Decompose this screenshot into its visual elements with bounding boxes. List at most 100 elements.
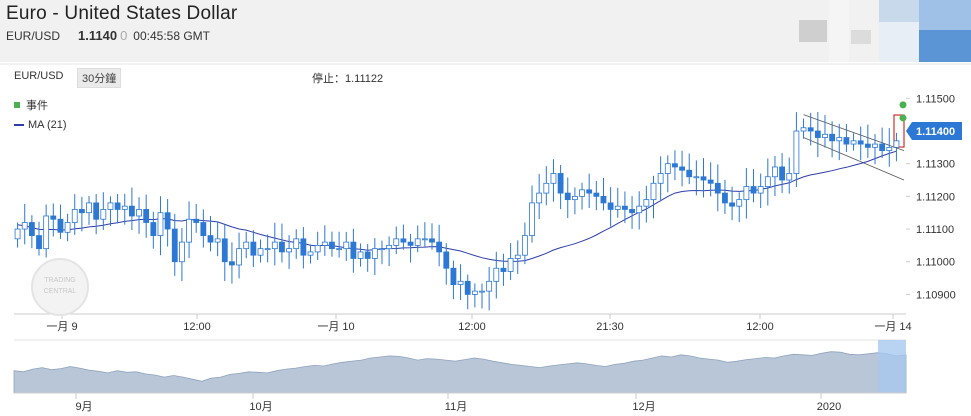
candle [186,218,192,243]
candle [464,280,471,295]
candle [229,261,235,266]
candle [600,195,607,204]
candle [543,182,550,194]
candle [743,186,750,201]
candle [400,238,407,243]
trend-channel-line [803,114,905,151]
candle [807,127,814,132]
candle [622,205,628,210]
candle [264,248,271,251]
candle [786,173,793,181]
candle [536,192,543,204]
candle [107,202,114,210]
candle [379,248,385,251]
candle [650,182,657,201]
candle [221,238,228,263]
candle [236,248,242,266]
y-tick-label: 1.11000 [916,257,955,269]
candle [521,235,528,256]
navigator-label: 10月 [249,401,272,413]
candle [836,137,843,142]
last-price-digit: 0 [120,28,128,43]
page-title: Euro - United States Dollar [6,3,238,24]
chart-symbol: EUR/USD [14,70,64,82]
navigator-label: 11月 [445,401,467,413]
candle [250,241,257,256]
candle [893,140,900,148]
quote-row: EUR/USD 1.1140 0 00:45:58 GMT [6,28,210,43]
candle [864,143,871,148]
candle [71,209,78,223]
candle [279,241,285,253]
candle [664,163,671,174]
candle [514,254,521,259]
candle [586,189,593,194]
candle [179,241,185,263]
trading-central-watermark: TRADING CENTRAL [31,258,89,316]
candle [28,222,35,236]
candle [850,140,857,145]
candle [50,215,57,220]
pair-symbol: EUR/USD [6,29,61,43]
navigator-window [878,340,906,393]
candle [822,133,828,138]
legend-item-ma[interactable]: MA (21) [14,115,67,135]
candle [471,290,478,295]
navigator-label: 9月 [75,401,92,413]
candle [371,248,378,259]
candle [386,244,393,250]
current-price-tag [906,122,962,141]
stop-level-label: 停止：1.11122 [312,73,384,85]
candle [643,199,650,207]
candle [872,143,878,148]
candle [336,248,343,251]
candle [343,241,350,250]
candle [321,241,328,246]
timeframe-selector[interactable]: 30分鐘 [77,68,122,88]
candle [21,222,28,230]
candle [293,238,300,250]
candle [414,238,421,246]
candle [679,166,685,171]
candle [457,280,464,285]
candle [814,130,821,138]
candle [729,202,735,207]
candle [157,212,164,236]
candle [193,218,200,223]
legend-item-events[interactable]: 事件 [14,95,67,115]
y-tick-label: 1.11100 [916,224,954,236]
candle [357,251,364,259]
candle [886,146,893,152]
candle [364,251,371,259]
candle [714,182,721,194]
candle [579,189,585,197]
candle [78,209,85,214]
candle [214,238,221,243]
candle [171,228,178,263]
candle [114,202,121,210]
candle [14,228,21,240]
x-tick-label: 21:30 [596,321,624,333]
x-tick-label: 一月 14 [874,321,911,333]
candle [407,241,414,246]
x-tick-label: 12:00 [458,321,486,333]
candle [750,186,757,194]
navigator-area [13,351,907,394]
candle [36,235,42,250]
candle [329,241,335,250]
candle [614,205,621,210]
ma-line [17,150,897,262]
candle [436,241,443,253]
header: Euro - United States Dollar EUR/USD 1.11… [0,0,971,62]
candle [700,176,707,181]
event-dot-icon [14,102,20,108]
candle [486,280,493,292]
chart-legend: 事件 MA (21) [14,95,67,135]
candle [693,176,700,179]
legend-ma-label: MA (21) [28,119,67,131]
candle [493,267,500,282]
last-price: 1.1140 [78,28,118,43]
candle [879,143,886,152]
candle [772,166,778,178]
